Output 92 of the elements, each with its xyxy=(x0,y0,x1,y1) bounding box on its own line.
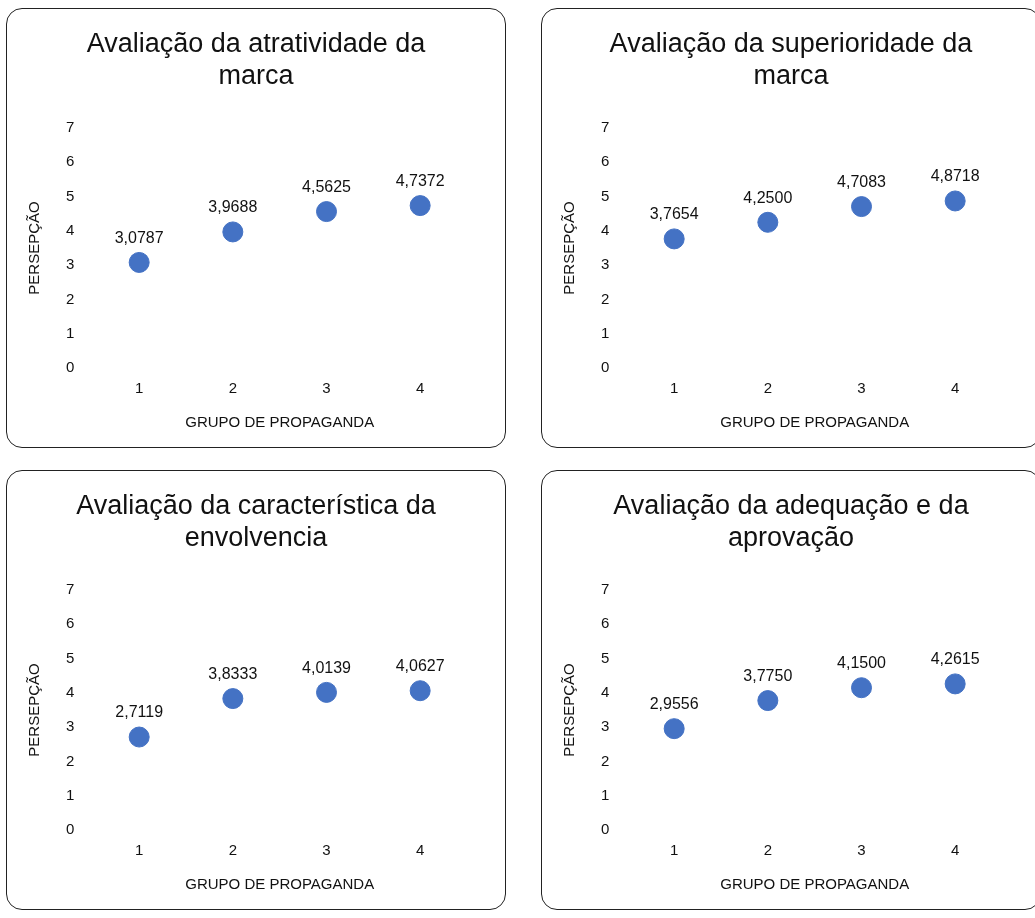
data-label: 3,0787 xyxy=(114,228,164,246)
point xyxy=(944,673,966,695)
x-axis-title: GRUPO DE PROPAGANDA xyxy=(720,875,910,893)
y-tick-label: 6 xyxy=(601,614,610,632)
chart-title: Avaliação da superioridade da marca xyxy=(608,27,974,91)
x-axis-title: GRUPO DE PROPAGANDA xyxy=(720,413,910,431)
point xyxy=(316,681,337,703)
point xyxy=(851,677,872,699)
x-tick-label: 2 xyxy=(228,379,238,397)
y-tick-label: 6 xyxy=(601,152,610,170)
y-tick-label: 7 xyxy=(601,118,610,136)
x-tick-label: 4 xyxy=(416,841,425,859)
x-tick-label: 3 xyxy=(857,379,866,397)
y-axis-title: PERSEPÇÃO xyxy=(560,201,578,295)
x-axis-title: GRUPO DE PROPAGANDA xyxy=(185,413,375,431)
x-tick-label: 3 xyxy=(857,841,866,859)
y-tick-label: 3 xyxy=(601,255,610,273)
point xyxy=(663,718,685,740)
x-tick-label: 3 xyxy=(322,841,331,859)
y-tick-label: 0 xyxy=(601,820,610,838)
x-tick-label: 1 xyxy=(135,379,144,397)
y-tick-label: 4 xyxy=(601,683,610,700)
y-tick-label: 1 xyxy=(601,323,610,341)
data-label: 4,0139 xyxy=(302,658,352,676)
data-label: 4,7372 xyxy=(395,171,445,189)
data-label: 2,9556 xyxy=(649,695,699,713)
data-label: 4,7083 xyxy=(837,172,887,190)
y-tick-label: 1 xyxy=(601,785,610,803)
y-tick-label: 4 xyxy=(66,221,75,238)
y-tick-label: 2 xyxy=(601,289,610,307)
point xyxy=(757,690,779,712)
data-label: 4,1500 xyxy=(837,654,887,672)
y-tick-label: 7 xyxy=(66,580,75,598)
data-label: 3,7750 xyxy=(743,666,793,684)
x-tick-label: 3 xyxy=(322,379,331,397)
data-label: 4,5625 xyxy=(302,177,352,195)
data-label: 4,2615 xyxy=(930,650,980,668)
data-label: 4,2500 xyxy=(743,188,793,206)
data-label: 4,8718 xyxy=(930,167,980,185)
y-tick-label: 7 xyxy=(66,118,75,136)
y-tick-label: 3 xyxy=(66,717,75,735)
x-tick-label: 2 xyxy=(763,841,773,859)
y-tick-label: 6 xyxy=(66,152,75,170)
data-label: 3,9688 xyxy=(208,198,258,216)
y-tick-label: 0 xyxy=(66,820,75,838)
x-tick-label: 4 xyxy=(951,841,960,859)
data-label: 3,8333 xyxy=(208,664,258,682)
point xyxy=(128,251,150,273)
point xyxy=(663,228,685,250)
y-tick-label: 2 xyxy=(601,751,610,769)
data-label: 3,7654 xyxy=(649,205,699,223)
y-axis-title: PERSEPÇÃO xyxy=(25,201,43,295)
y-tick-label: 5 xyxy=(66,648,75,666)
y-tick-label: 3 xyxy=(601,717,610,735)
point xyxy=(409,680,431,702)
point xyxy=(316,201,337,223)
point xyxy=(409,195,431,217)
y-tick-label: 1 xyxy=(66,323,75,341)
point xyxy=(128,726,150,748)
point xyxy=(944,190,966,212)
y-axis-title: PERSEPÇÃO xyxy=(560,663,578,757)
chart-title: Avaliação da adequação e da aprovação xyxy=(612,489,970,553)
x-tick-label: 2 xyxy=(228,841,238,859)
y-tick-label: 5 xyxy=(66,186,75,204)
point xyxy=(222,688,244,710)
x-tick-label: 1 xyxy=(670,841,679,859)
chart-title: Avaliação da atratividade da marca xyxy=(85,27,427,91)
y-tick-label: 4 xyxy=(66,683,75,700)
y-tick-label: 4 xyxy=(601,221,610,238)
x-axis-title: GRUPO DE PROPAGANDA xyxy=(185,875,375,893)
data-label: 2,7119 xyxy=(115,703,164,721)
data-label: 4,0627 xyxy=(395,657,445,675)
y-tick-label: 3 xyxy=(66,255,75,273)
y-tick-label: 2 xyxy=(66,751,75,769)
y-tick-label: 5 xyxy=(601,186,610,204)
x-tick-label: 4 xyxy=(416,379,425,397)
chart-title: Avaliação da característica da envolvencia xyxy=(75,489,437,553)
x-tick-label: 1 xyxy=(135,841,144,859)
x-tick-label: 4 xyxy=(951,379,960,397)
y-tick-label: 2 xyxy=(66,289,75,307)
y-tick-label: 7 xyxy=(601,580,610,598)
y-tick-label: 0 xyxy=(66,358,75,376)
point xyxy=(851,196,872,218)
y-tick-label: 6 xyxy=(66,614,75,632)
y-axis-title: PERSEPÇÃO xyxy=(25,663,43,757)
y-tick-label: 5 xyxy=(601,648,610,666)
y-tick-label: 0 xyxy=(601,358,610,376)
x-tick-label: 1 xyxy=(670,379,679,397)
point xyxy=(757,211,779,233)
x-tick-label: 2 xyxy=(763,379,773,397)
point xyxy=(222,221,244,243)
y-tick-label: 1 xyxy=(66,785,75,803)
